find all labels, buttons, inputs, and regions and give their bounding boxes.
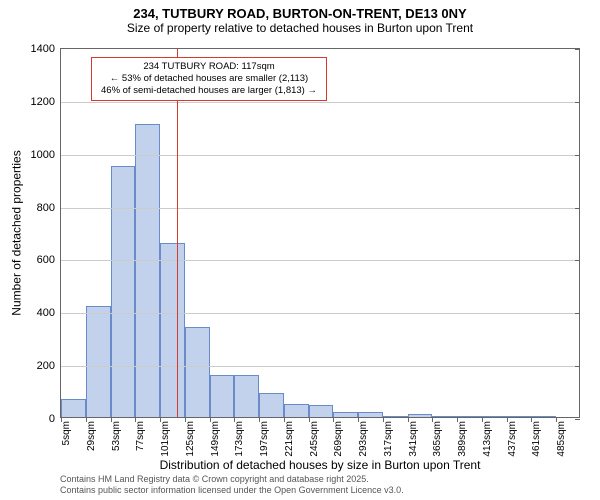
y-tick-mark <box>575 419 580 420</box>
annotation-line-1: 234 TUTBURY ROAD: 117sqm <box>97 61 321 73</box>
histogram-bar <box>309 405 334 417</box>
histogram-bar <box>61 399 86 418</box>
histogram-bar <box>482 416 507 417</box>
y-tick-label: 800 <box>37 202 61 214</box>
histogram-bar <box>408 414 433 417</box>
gridline <box>61 366 579 367</box>
gridline <box>61 102 579 103</box>
histogram-bar <box>210 375 235 417</box>
histogram-bar <box>333 412 358 417</box>
annotation-line-2: ← 53% of detached houses are smaller (2,… <box>97 73 321 85</box>
plot-area: 234 TUTBURY ROAD: 117sqm ← 53% of detach… <box>60 48 580 418</box>
y-tick-mark <box>575 102 580 103</box>
histogram-bar <box>358 412 383 417</box>
footer-attribution: Contains HM Land Registry data © Crown c… <box>60 474 404 496</box>
histogram-bar <box>432 416 457 417</box>
gridline <box>61 313 579 314</box>
chart-container: 234, TUTBURY ROAD, BURTON-ON-TRENT, DE13… <box>0 0 600 500</box>
y-tick-label: 400 <box>37 307 61 319</box>
histogram-bar <box>160 243 185 417</box>
y-tick-label: 1200 <box>31 96 61 108</box>
y-tick-label: 1000 <box>31 149 61 161</box>
histogram-bar <box>234 375 259 417</box>
y-tick-mark <box>575 49 580 50</box>
histogram-bar <box>111 166 136 417</box>
histogram-bar <box>284 404 309 417</box>
footer-line-2: Contains public sector information licen… <box>60 485 404 496</box>
histogram-bar <box>135 124 160 417</box>
y-tick-label: 200 <box>37 360 61 372</box>
y-tick-mark <box>575 260 580 261</box>
footer-line-1: Contains HM Land Registry data © Crown c… <box>60 474 404 485</box>
histogram-bar <box>185 327 210 417</box>
histogram-bar <box>86 306 111 417</box>
y-tick-mark <box>575 155 580 156</box>
histogram-bar <box>531 416 556 417</box>
histogram-bar <box>259 393 284 417</box>
histogram-bar <box>507 416 532 417</box>
y-tick-mark <box>575 366 580 367</box>
gridline <box>61 260 579 261</box>
title-block: 234, TUTBURY ROAD, BURTON-ON-TRENT, DE13… <box>0 6 600 35</box>
y-tick-label: 0 <box>49 413 61 425</box>
annotation-line-3: 46% of semi-detached houses are larger (… <box>97 85 321 97</box>
annotation-box: 234 TUTBURY ROAD: 117sqm ← 53% of detach… <box>91 57 327 101</box>
y-tick-mark <box>575 208 580 209</box>
x-axis-label: Distribution of detached houses by size … <box>60 458 580 472</box>
y-tick-label: 1400 <box>31 43 61 55</box>
bars-layer <box>61 49 579 417</box>
chart-title-line2: Size of property relative to detached ho… <box>0 21 600 35</box>
y-tick-mark <box>575 313 580 314</box>
y-axis-label: Number of detached properties <box>10 48 24 418</box>
property-marker-line <box>177 49 178 417</box>
y-tick-label: 600 <box>37 254 61 266</box>
gridline <box>61 208 579 209</box>
gridline <box>61 155 579 156</box>
histogram-bar <box>457 416 482 417</box>
histogram-bar <box>383 416 408 417</box>
chart-title-line1: 234, TUTBURY ROAD, BURTON-ON-TRENT, DE13… <box>0 6 600 21</box>
